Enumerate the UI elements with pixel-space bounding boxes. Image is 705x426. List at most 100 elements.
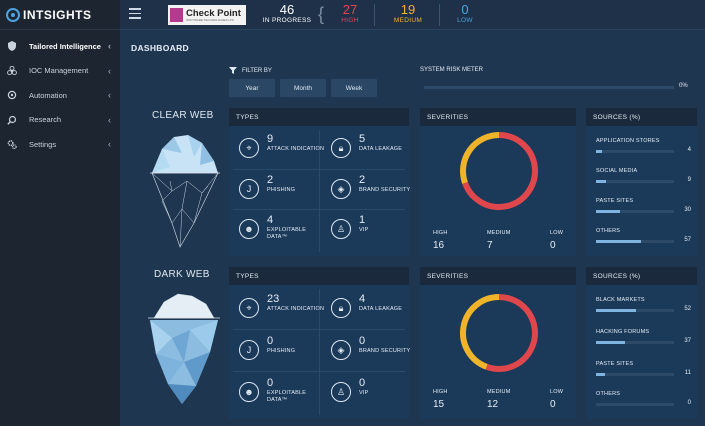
sidebar-item-label: Automation bbox=[29, 90, 67, 100]
dark-web-severities-panel: SEVERITIES HIGH 15 MEDIUM 12 LOW 0 bbox=[420, 267, 576, 419]
source-row[interactable]: OTHERS 0 bbox=[596, 389, 691, 419]
type-phishing[interactable]: J 2 PHISHING bbox=[235, 173, 325, 208]
source-value: 9 bbox=[687, 177, 691, 183]
sidebar-item-settings[interactable]: Settings ‹ bbox=[0, 132, 120, 157]
in-progress-count: 46 bbox=[279, 2, 295, 17]
source-value: 37 bbox=[684, 338, 691, 344]
type-count: 4 bbox=[359, 293, 366, 305]
source-bar bbox=[596, 373, 605, 376]
automation-icon bbox=[7, 90, 17, 100]
type-attack-indication[interactable]: ⌖ 23 ATTACK INDICATION bbox=[235, 292, 325, 327]
type-label: PHISHING bbox=[267, 348, 296, 354]
chevron-left-icon: ‹ bbox=[108, 41, 111, 51]
divider bbox=[374, 4, 375, 26]
type-label: EXPLOITABLE DATA™ bbox=[267, 227, 307, 240]
risk-meter-bar bbox=[424, 86, 674, 89]
filter-icon bbox=[229, 67, 237, 74]
source-bar bbox=[596, 309, 636, 312]
donut-segment-medium bbox=[460, 132, 500, 185]
source-bar bbox=[596, 150, 602, 153]
type-phishing[interactable]: J 0 PHISHING bbox=[235, 334, 325, 369]
severity-medium-label: MEDIUM bbox=[487, 389, 511, 395]
badge-icon: ◈ bbox=[331, 179, 351, 199]
type-count: 0 bbox=[359, 377, 366, 389]
type-brand-security[interactable]: ◈ 0 BRAND SECURITY bbox=[327, 334, 417, 369]
type-label: DATA LEAKAGE bbox=[359, 146, 403, 152]
type-vip[interactable]: ♙ 1 VIP bbox=[327, 213, 417, 248]
severity-high-label: HIGH bbox=[433, 230, 448, 236]
type-label: BRAND SECURITY bbox=[359, 187, 411, 193]
logo[interactable]: INTSIGHTS bbox=[0, 0, 120, 30]
divider bbox=[439, 4, 440, 26]
sidebar-item-automation[interactable]: Automation ‹ bbox=[0, 83, 120, 108]
type-attack-indication[interactable]: ⌖ 9 ATTACK INDICATION bbox=[235, 132, 325, 167]
type-brand-security[interactable]: ◈ 2 BRAND SECURITY bbox=[327, 173, 417, 208]
filter-year-button[interactable]: Year bbox=[229, 79, 275, 97]
source-label: OTHERS bbox=[596, 391, 621, 397]
type-label: VIP bbox=[359, 390, 369, 396]
type-count: 4 bbox=[267, 214, 274, 226]
source-row[interactable]: SOCIAL MEDIA 9 bbox=[596, 166, 691, 196]
company-logo: Check Point SOFTWARE TECHNOLOGIES LTD bbox=[168, 5, 246, 25]
source-row[interactable]: APPLICATION STORES 4 bbox=[596, 136, 691, 166]
clear-web-iceberg-image bbox=[142, 131, 224, 249]
filter-month-button[interactable]: Month bbox=[280, 79, 326, 97]
shield-icon bbox=[7, 41, 17, 52]
type-data-leakage[interactable]: 🔒︎ 4 DATA LEAKAGE bbox=[327, 292, 417, 327]
brand-subtitle: SOFTWARE TECHNOLOGIES LTD bbox=[186, 17, 234, 22]
source-row[interactable]: HACKING FORUMS 37 bbox=[596, 327, 691, 357]
sidebar-item-label: Tailored Intelligence bbox=[29, 41, 101, 51]
severity-low-value: 0 bbox=[550, 399, 556, 410]
type-label: ATTACK INDICATION bbox=[267, 146, 325, 152]
type-count: 0 bbox=[267, 377, 274, 389]
type-vip[interactable]: ♙ 0 VIP bbox=[327, 376, 417, 411]
sidebar-item-label: Research bbox=[29, 115, 62, 125]
type-exploitable-data[interactable]: ☻ 4 EXPLOITABLE DATA™ bbox=[235, 213, 325, 248]
low-stat[interactable]: 0 LOW bbox=[450, 2, 480, 25]
source-row[interactable]: OTHERS 57 bbox=[596, 226, 691, 256]
type-label: DATA LEAKAGE bbox=[359, 306, 403, 312]
risk-meter-label: SYSTEM RISK METER bbox=[420, 67, 484, 73]
panel-header: SEVERITIES bbox=[420, 108, 576, 126]
severity-high-label: HIGH bbox=[433, 389, 448, 395]
panel-header: SOURCES (%) bbox=[586, 108, 697, 126]
clear-web-severities-panel: SEVERITIES HIGH 16 MEDIUM 7 LOW 0 bbox=[420, 108, 576, 256]
type-count: 2 bbox=[359, 174, 366, 186]
topbar: Check Point SOFTWARE TECHNOLOGIES LTD 46… bbox=[120, 0, 705, 30]
high-stat[interactable]: 27 HIGH bbox=[332, 2, 368, 25]
main-content: DASHBOARD FILTER BY Year Month Week SYST… bbox=[120, 31, 705, 426]
dark-web-types-panel: TYPES ⌖ 23 ATTACK INDICATION 🔒︎ 4 DATA L… bbox=[229, 267, 410, 419]
type-count: 1 bbox=[359, 214, 366, 226]
donut-segment-medium bbox=[460, 294, 500, 370]
type-label: BRAND SECURITY bbox=[359, 348, 411, 354]
sidebar-item-research[interactable]: Research ‹ bbox=[0, 108, 120, 133]
in-progress-stat[interactable]: 46 IN PROGRESS bbox=[260, 2, 314, 25]
type-label: ATTACK INDICATION bbox=[267, 306, 325, 312]
page-title: DASHBOARD bbox=[131, 43, 189, 53]
sidebar-item-ioc-management[interactable]: IOC Management ‹ bbox=[0, 59, 120, 84]
medium-stat[interactable]: 19 MEDIUM bbox=[387, 2, 429, 25]
panel-header: TYPES bbox=[229, 108, 409, 126]
high-count: 27 bbox=[342, 2, 358, 17]
type-exploitable-data[interactable]: ☻ 0 EXPLOITABLE DATA™ bbox=[235, 376, 325, 411]
chevron-left-icon: ‹ bbox=[108, 139, 111, 149]
filter-week-button[interactable]: Week bbox=[331, 79, 377, 97]
sidebar-item-tailored-intelligence[interactable]: Tailored Intelligence ‹ bbox=[0, 34, 120, 59]
source-label: OTHERS bbox=[596, 228, 621, 234]
hook-icon: J bbox=[239, 179, 259, 199]
source-value: 52 bbox=[684, 306, 691, 312]
type-data-leakage[interactable]: 🔒︎ 5 DATA LEAKAGE bbox=[327, 132, 417, 167]
severity-medium-label: MEDIUM bbox=[487, 230, 511, 236]
menu-icon[interactable] bbox=[129, 8, 141, 19]
type-count: 5 bbox=[359, 133, 366, 145]
severity-high-value: 16 bbox=[433, 240, 445, 251]
donut-segment-high bbox=[462, 132, 538, 210]
source-row[interactable]: BLACK MARKETS 52 bbox=[596, 295, 691, 325]
severity-low-value: 0 bbox=[550, 240, 556, 251]
severity-medium-value: 7 bbox=[487, 240, 493, 251]
severity-medium-value: 12 bbox=[487, 399, 499, 410]
low-count: 0 bbox=[461, 2, 469, 17]
source-row[interactable]: PASTE SITES 11 bbox=[596, 359, 691, 389]
type-count: 2 bbox=[267, 174, 274, 186]
source-row[interactable]: PASTE SITES 30 bbox=[596, 196, 691, 226]
